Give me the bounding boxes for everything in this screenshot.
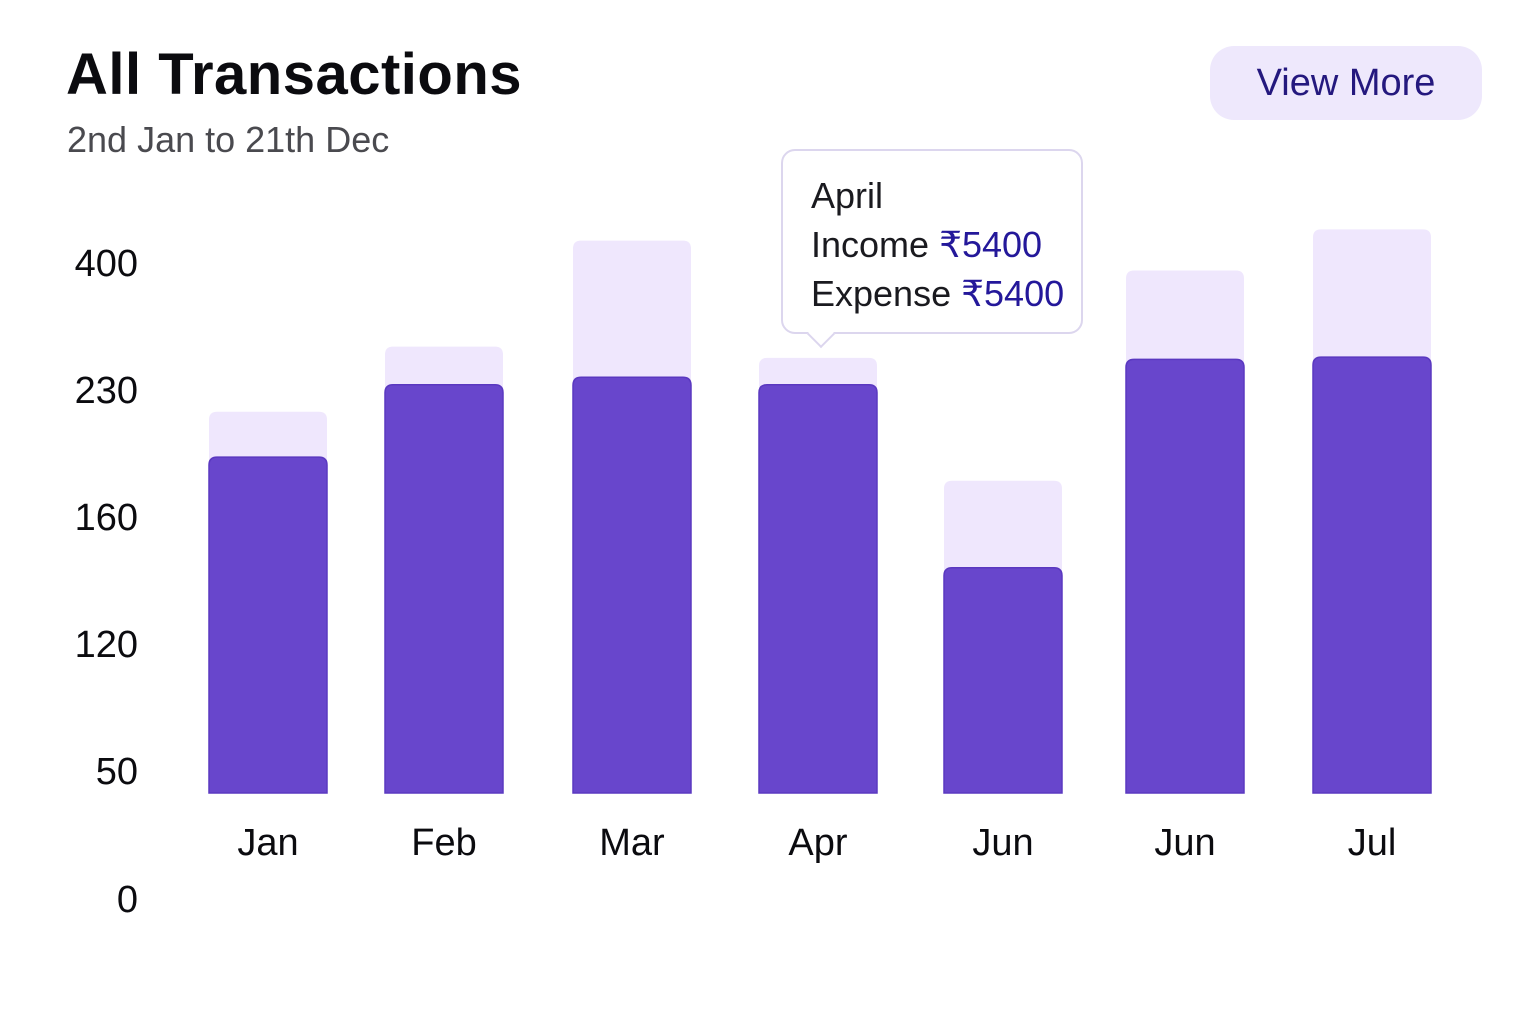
date-range-subtitle: 2nd Jan to 21th Dec [67, 119, 390, 160]
x-category-label: Mar [599, 822, 665, 864]
y-tick-label: 0 [117, 879, 138, 921]
x-category-label: Apr [788, 822, 847, 864]
y-tick-label: 400 [75, 243, 138, 285]
x-category-label: Jun [972, 822, 1033, 864]
expense-bar-apr[interactable] [758, 384, 878, 794]
tooltip-income-value: ₹5400 [939, 224, 1043, 265]
tooltip-month: April [811, 175, 884, 216]
y-tick-label: 120 [75, 624, 138, 666]
tooltip-expense-value: ₹5400 [961, 273, 1065, 314]
expense-bar-mar[interactable] [572, 376, 692, 794]
chart-tooltip: April Income ₹5400 Expense ₹5400 [781, 149, 1083, 349]
x-category-label: Jul [1348, 822, 1397, 864]
view-more-button[interactable]: View More [1210, 46, 1482, 120]
tooltip-expense-label: Expense [811, 273, 952, 314]
expense-bar-jul[interactable] [1312, 356, 1432, 794]
expense-bar-jun[interactable] [1125, 358, 1245, 794]
expense-bar-feb[interactable] [384, 384, 504, 794]
tooltip-income-row: Income ₹5400 [811, 220, 1081, 269]
tooltip-income-label: Income [811, 224, 930, 265]
x-category-label: Jan [237, 822, 298, 864]
expense-bar-jun[interactable] [943, 567, 1063, 794]
tooltip-expense-row: Expense ₹5400 [811, 269, 1081, 318]
expense-bar-jan[interactable] [208, 456, 328, 794]
y-tick-label: 160 [75, 497, 138, 539]
x-category-label: Feb [411, 822, 476, 864]
x-category-label: Jun [1154, 822, 1215, 864]
page-title: All Transactions [66, 42, 523, 107]
y-tick-label: 50 [96, 751, 138, 793]
y-tick-label: 230 [75, 370, 138, 412]
